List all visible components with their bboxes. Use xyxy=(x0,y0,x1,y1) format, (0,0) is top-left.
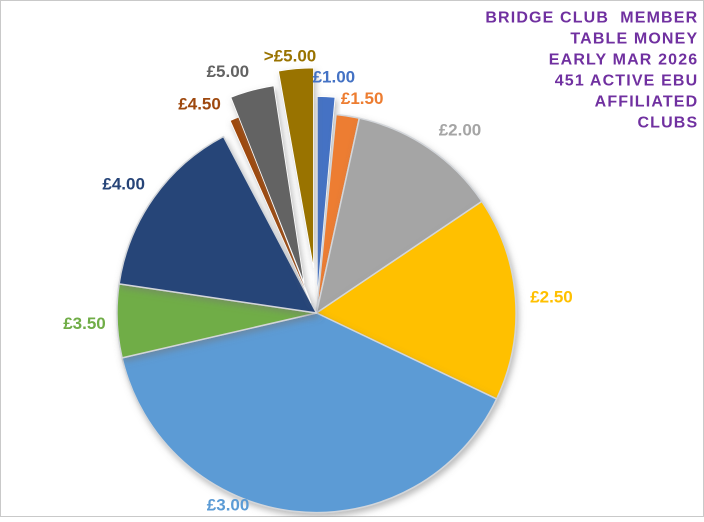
svg-text:AFFILIATED: AFFILIATED xyxy=(595,94,699,111)
svg-text:£2.50: £2.50 xyxy=(530,287,573,306)
svg-text:£3.50: £3.50 xyxy=(63,314,106,333)
svg-text:£1.00: £1.00 xyxy=(313,68,356,87)
svg-text:£5.00: £5.00 xyxy=(207,62,250,81)
svg-text:CLUBS: CLUBS xyxy=(637,115,698,132)
svg-text:£4.00: £4.00 xyxy=(102,174,145,193)
svg-text:451 ACTIVE EBU: 451 ACTIVE EBU xyxy=(555,73,699,90)
svg-text:£1.50: £1.50 xyxy=(341,89,384,108)
svg-text:EARLY MAR 2026: EARLY MAR 2026 xyxy=(549,52,699,69)
svg-text:£4.50: £4.50 xyxy=(178,94,221,113)
svg-text:TABLE MONEY: TABLE MONEY xyxy=(570,31,698,48)
svg-text:£2.00: £2.00 xyxy=(439,121,482,140)
svg-text:>£5.00: >£5.00 xyxy=(264,47,316,66)
svg-text:£3.00: £3.00 xyxy=(207,495,250,514)
svg-text:BRIDGE CLUB MEMBER: BRIDGE CLUB MEMBER xyxy=(485,10,698,27)
